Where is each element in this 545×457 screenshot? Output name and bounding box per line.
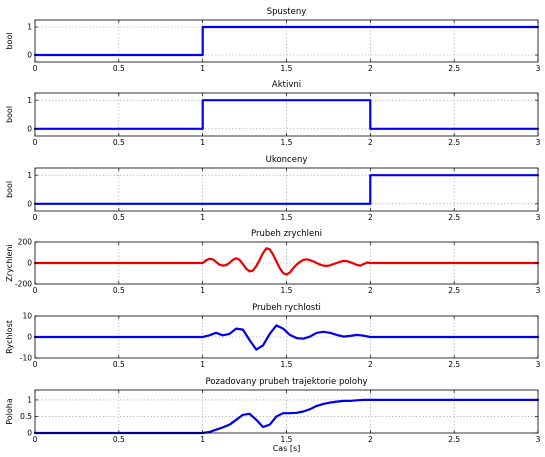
y-axis-label: Rychlost xyxy=(5,320,14,354)
y-tick-label: 1 xyxy=(27,23,32,32)
x-tick-label: 3 xyxy=(536,435,541,444)
x-tick-label: 2 xyxy=(368,286,373,295)
x-tick-label: 2.5 xyxy=(448,435,460,444)
series-line xyxy=(33,247,540,276)
series-line xyxy=(33,324,540,351)
x-tick-label: 2.5 xyxy=(448,64,460,73)
y-axis-label: Poloha xyxy=(5,398,14,425)
x-tick-label: 1 xyxy=(200,213,205,222)
y-tick-label: 0 xyxy=(27,429,32,438)
y-axis-label: Zrychleni xyxy=(5,244,14,281)
x-tick-label: 0.5 xyxy=(113,286,125,295)
x-tick-label: 3 xyxy=(536,360,541,369)
x-tick-label: 1 xyxy=(200,286,205,295)
chart-title: Prubeh rychlosti xyxy=(252,303,321,313)
y-tick-label: 1 xyxy=(27,396,32,405)
y-tick-label: 0 xyxy=(27,259,32,268)
x-tick-label: 0.5 xyxy=(113,435,125,444)
y-tick-label: -200 xyxy=(15,280,32,289)
x-tick-label: 2.5 xyxy=(448,213,460,222)
series-line xyxy=(33,99,540,130)
x-tick-label: 0 xyxy=(33,138,38,147)
x-tick-label: 1 xyxy=(200,435,205,444)
chart-title: Aktivni xyxy=(272,80,301,90)
x-tick-label: 3 xyxy=(536,64,541,73)
x-axis-label: Cas [s] xyxy=(273,444,301,453)
x-tick-label: 2 xyxy=(368,435,373,444)
x-tick-label: 0 xyxy=(33,360,38,369)
x-tick-label: 1.5 xyxy=(281,213,293,222)
y-tick-label: 0.5 xyxy=(20,412,32,421)
series-line xyxy=(33,174,540,205)
x-tick-label: 0.5 xyxy=(113,138,125,147)
y-tick-label: 1 xyxy=(27,171,32,180)
y-tick-label: 0 xyxy=(27,125,32,134)
x-tick-label: 2 xyxy=(368,64,373,73)
chart-title: Pozadovany prubeh trajektorie polohy xyxy=(205,377,367,387)
x-tick-label: 1.5 xyxy=(281,64,293,73)
x-tick-label: 2.5 xyxy=(448,360,460,369)
chart-title: Ukonceny xyxy=(266,155,308,165)
x-tick-label: 3 xyxy=(536,138,541,147)
x-tick-label: 3 xyxy=(536,213,541,222)
x-tick-label: 1.5 xyxy=(281,360,293,369)
x-tick-label: 1 xyxy=(200,64,205,73)
x-tick-label: 2 xyxy=(368,138,373,147)
x-tick-label: 0.5 xyxy=(113,360,125,369)
series-line xyxy=(33,25,540,57)
y-tick-label: 200 xyxy=(18,238,33,247)
x-tick-label: 0 xyxy=(33,64,38,73)
y-tick-label: 0 xyxy=(27,333,32,342)
x-tick-label: 0.5 xyxy=(113,213,125,222)
x-tick-label: 1 xyxy=(200,138,205,147)
x-tick-label: 0.5 xyxy=(113,64,125,73)
y-axis-label: bool xyxy=(5,181,14,198)
x-tick-label: 1.5 xyxy=(281,138,293,147)
y-tick-label: 0 xyxy=(27,200,32,209)
y-tick-label: -10 xyxy=(20,354,32,363)
y-tick-label: 0 xyxy=(27,51,32,60)
x-tick-label: 1.5 xyxy=(281,286,293,295)
series-line xyxy=(33,398,540,435)
x-tick-label: 0 xyxy=(33,435,38,444)
x-tick-label: 0 xyxy=(33,286,38,295)
x-tick-label: 3 xyxy=(536,286,541,295)
x-tick-label: 1 xyxy=(200,360,205,369)
y-axis-label: bool xyxy=(5,32,14,49)
chart-title: Prubeh zrychleni xyxy=(251,229,322,239)
y-tick-label: 10 xyxy=(22,312,32,321)
x-tick-label: 2.5 xyxy=(448,286,460,295)
x-tick-label: 0 xyxy=(33,213,38,222)
y-tick-label: 1 xyxy=(27,96,32,105)
x-tick-label: 1.5 xyxy=(281,435,293,444)
x-tick-label: 2 xyxy=(368,213,373,222)
x-tick-label: 2 xyxy=(368,360,373,369)
x-tick-label: 2.5 xyxy=(448,138,460,147)
chart-title: Spusteny xyxy=(267,7,307,17)
y-axis-label: bool xyxy=(5,106,14,123)
